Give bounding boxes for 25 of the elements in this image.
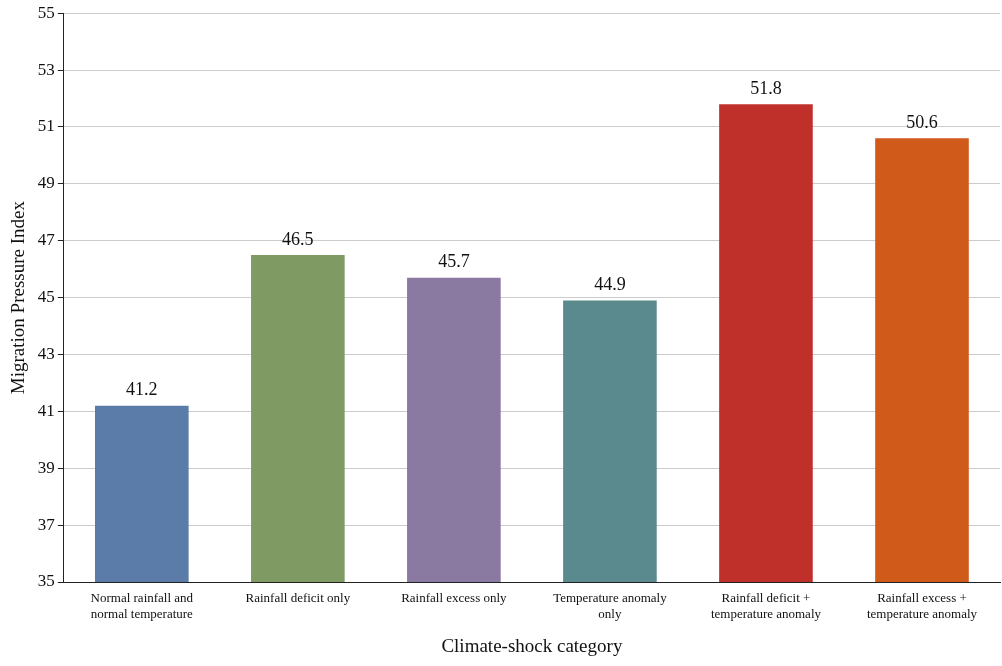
y-tick-label: 43 (37, 343, 55, 363)
x-tick-label: Rainfall deficit + temperature anomaly (710, 590, 822, 621)
data-label: 51.8 (750, 77, 782, 98)
data-label: 46.5 (282, 228, 314, 249)
x-tick-label: Rainfall excess only (401, 590, 508, 606)
data-label: 45.7 (438, 251, 470, 272)
x-tick-label: Temperature anomaly only (553, 590, 668, 621)
y-tick-label: 35 (37, 571, 55, 591)
x-tick-label: Rainfall excess + temperature anomaly (866, 590, 978, 621)
y-tick-label: 51 (37, 116, 55, 136)
x-axis-title: Climate-shock category (441, 634, 623, 656)
y-tick-label: 39 (37, 457, 55, 477)
y-tick-label: 47 (37, 230, 56, 250)
y-tick-label: 41 (37, 400, 55, 420)
y-tick-label: 37 (37, 514, 56, 534)
y-tick-label: 45 (37, 287, 55, 307)
x-tick-label: Normal rainfall and normal temperature (90, 590, 194, 621)
data-label: 44.9 (594, 274, 626, 295)
data-label: 41.2 (126, 379, 158, 400)
x-tick-label: Rainfall deficit only (245, 590, 351, 606)
y-tick-label: 55 (37, 2, 55, 22)
y-tick-label: 53 (37, 59, 55, 79)
y-tick-label: 49 (37, 173, 55, 193)
data-label: 50.6 (906, 112, 938, 133)
y-axis-title: Migration Pressure Index (7, 200, 29, 395)
